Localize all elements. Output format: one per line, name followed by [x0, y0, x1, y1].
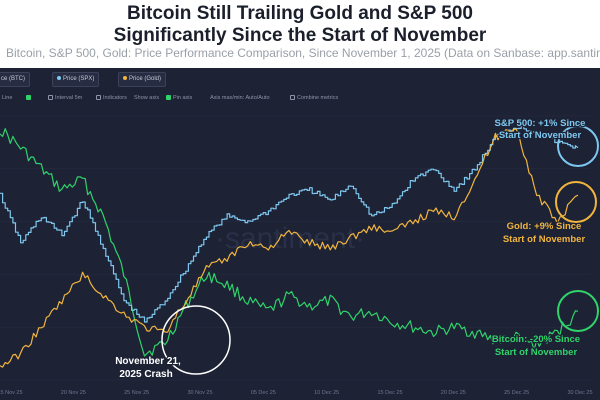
combine-metrics-label: Combine metrics	[297, 95, 339, 101]
show-axis-label: Show axis	[134, 95, 160, 101]
interval-button[interactable]: Interval 5m	[48, 92, 82, 104]
btc-annotation-line-1: Bitcoin: -20% Since	[492, 334, 580, 345]
spx-annotation-line-1: S&P 500: +1% Since	[495, 118, 586, 129]
spx-annotation-line-2: Start of November	[499, 130, 582, 141]
axis-minmax-button[interactable]: Axis max/min: Auto/Auto	[210, 92, 270, 104]
x-tick-label: 15 Nov 25	[0, 390, 23, 396]
pin-axis-label: Pin axis	[173, 95, 193, 101]
x-tick-label: 20 Nov 25	[61, 390, 86, 396]
gold-annotation-line-2: Start of November	[503, 234, 586, 245]
spx-highlight-circle	[557, 125, 599, 167]
tab-gold-label: Price (Gold)	[129, 76, 162, 82]
chart-panel: ce (BTC) Price (SPX) Price (Gold) Line I…	[0, 68, 600, 400]
pin-axis-toggle[interactable]: Pin axis	[166, 92, 192, 104]
btc-series-line	[0, 128, 579, 357]
crash-highlight-circle	[161, 305, 231, 375]
x-tick-label: 20 Dec 25	[441, 390, 466, 396]
tab-gold[interactable]: Price (Gold)	[118, 72, 167, 87]
indicators-button[interactable]: Indicators	[96, 92, 127, 104]
gold-highlight-circle	[555, 181, 597, 223]
show-axis-toggle[interactable]: Show axis	[134, 92, 159, 104]
btc-highlight-circle	[557, 290, 599, 332]
title-line-2: Significantly Since the Start of Novembe…	[113, 25, 487, 46]
chart-title: Bitcoin Still Trailing Gold and S&P 500 …	[0, 0, 600, 70]
spx-series-line	[0, 125, 579, 323]
axis-minmax-label: Axis max/min: Auto/Auto	[210, 95, 270, 101]
btc-annotation-line-2: Start of November	[495, 347, 578, 358]
x-tick-label: 10 Dec 25	[314, 390, 339, 396]
x-tick-label: 05 Dec 25	[251, 390, 276, 396]
gold-dot-icon	[123, 76, 127, 81]
line-style-button[interactable]: Line	[2, 92, 12, 104]
price-chart: ·santiment· 15 Nov 25 20 Nov 25 25 Nov 25 3…	[0, 115, 599, 396]
gold-series-line	[0, 128, 579, 368]
line-style-label: Line	[2, 95, 13, 101]
x-tick-labels: 15 Nov 25 20 Nov 25 25 Nov 25 30 Nov 25 05 D…	[0, 390, 593, 396]
tab-spx-label: Price (SPX)	[63, 76, 95, 82]
x-tick-label: 30 Nov 25	[187, 390, 212, 396]
series-layer	[0, 125, 579, 368]
color-swatch-icon[interactable]	[26, 92, 33, 104]
indicators-label: Indicators	[103, 95, 127, 101]
grid-lines	[0, 115, 590, 381]
combine-metrics-button[interactable]: Combine metrics	[290, 92, 338, 104]
tab-btc-label: ce (BTC)	[1, 76, 25, 82]
x-tick-label: 25 Dec 25	[504, 390, 529, 396]
gold-annotation-line-1: Gold: +9% Since	[507, 221, 582, 232]
chart-subtitle: Bitcoin, S&P 500, Gold: Price Performanc…	[6, 46, 600, 60]
tab-btc[interactable]: ce (BTC)	[0, 72, 30, 87]
crash-annotation-line-1: November 21,	[115, 356, 181, 367]
x-tick-label: 30 Dec 25	[567, 390, 592, 396]
x-tick-label: 25 Nov 25	[124, 390, 149, 396]
chart-toolbar: Line Interval 5m Indicators Show axis Pi…	[0, 92, 600, 104]
santiment-watermark: ·santiment·	[215, 222, 365, 255]
title-line-1: Bitcoin Still Trailing Gold and S&P 500	[127, 3, 473, 24]
spx-dot-icon	[57, 76, 61, 81]
x-tick-label: 15 Dec 25	[377, 390, 402, 396]
tab-spx[interactable]: Price (SPX)	[52, 72, 100, 87]
crash-annotation-line-2: 2025 Crash	[119, 369, 172, 380]
interval-label: Interval 5m	[55, 95, 83, 101]
